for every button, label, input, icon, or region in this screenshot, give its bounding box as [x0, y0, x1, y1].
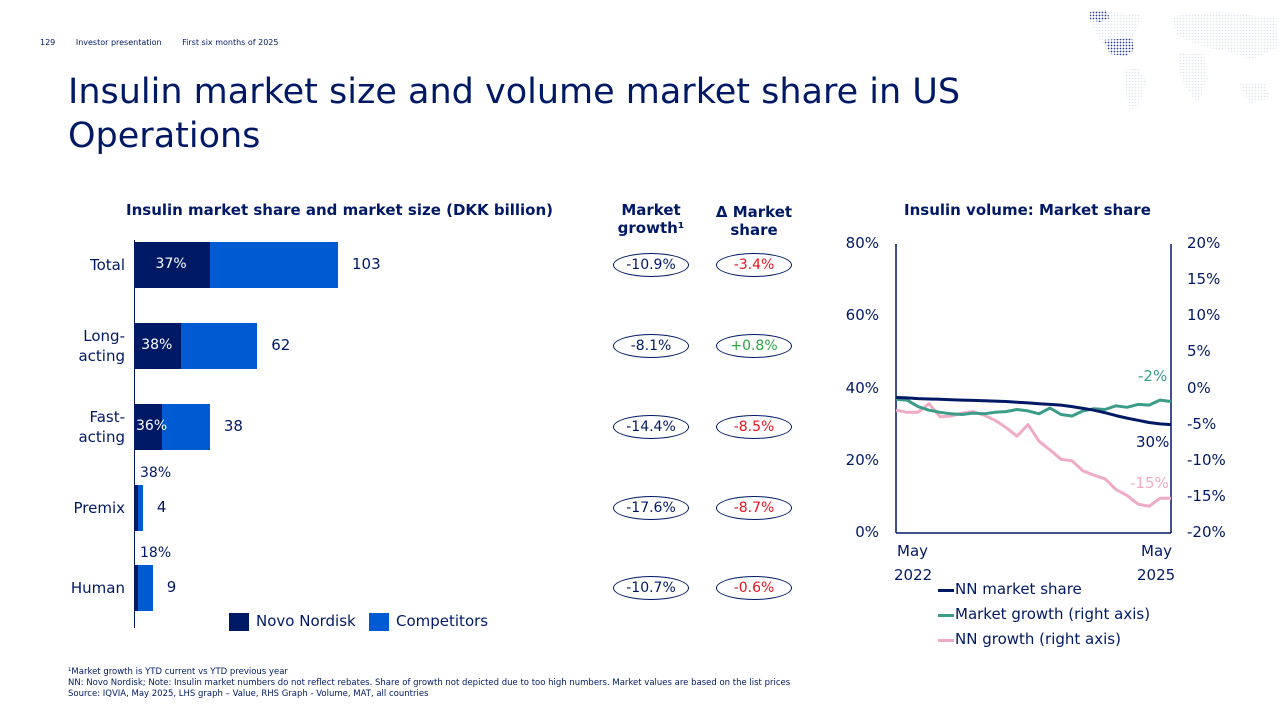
market-share-change-value-fast-acting: -8.5%: [716, 415, 792, 439]
legend-line-nn-growth: [938, 639, 954, 642]
x-tick-label-start-year: 2022: [894, 566, 933, 584]
market-share-change-value-long-acting: +0.8%: [716, 334, 792, 358]
bar-novo-nordisk-premix: [135, 485, 138, 531]
left-y-tick-label: 60%: [845, 306, 879, 325]
right-y-tick-label: -10%: [1187, 450, 1226, 469]
market-growth-value-premix: -17.6%: [613, 496, 689, 520]
x-tick-label-start-month: May: [897, 542, 929, 560]
category-label-human: Human: [70, 579, 125, 597]
left-chart-title: Insulin market share and market size (DK…: [126, 201, 554, 219]
market-growth-value-fast-acting: -14.4%: [613, 415, 689, 439]
bar-competitors-human: [138, 565, 153, 611]
legend-label-market-growth: Market growth (right axis): [955, 605, 1151, 623]
market-size-label-premix: 4: [156, 498, 167, 516]
bar-chart-axis: [134, 240, 135, 628]
right-chart-title: Insulin volume: Market share: [904, 201, 1151, 219]
world-map-graphic: [1088, 10, 1278, 112]
right-y-tick-label: 20%: [1187, 234, 1221, 252]
end-label-market-growth: -2%: [1138, 367, 1168, 385]
left-y-tick-label: 0%: [855, 523, 879, 541]
line-series-nn-market-share: [895, 396, 1172, 427]
footnote-1: ¹Market growth is YTD current vs YTD pre…: [68, 667, 288, 677]
right-y-tick-label: -5%: [1187, 414, 1217, 433]
footnote-2: NN: Novo Nordisk; Note: Insulin market n…: [68, 678, 791, 688]
nn-share-label-long-acting: 38%: [141, 337, 173, 353]
legend-label-nn-market-share: NN market share: [955, 580, 1082, 598]
legend-swatch-novo-nordisk: [229, 613, 249, 631]
category-label-total: Total: [89, 256, 125, 274]
legend-label-novo-nordisk: Novo Nordisk: [256, 612, 356, 630]
period-label: First six months of 2025: [182, 38, 279, 47]
bar-novo-nordisk-total: [135, 242, 211, 288]
page-header: 129 Investor presentation First six mont…: [40, 38, 296, 47]
market-share-change-header: Δ Market share: [715, 203, 793, 239]
market-growth-header: Market growth¹: [617, 201, 685, 237]
left-y-tick-label: 80%: [845, 234, 879, 252]
bar-competitors-premix: [137, 485, 143, 531]
category-label-premix: Premix: [73, 499, 125, 517]
market-growth-value-long-acting: -8.1%: [613, 334, 689, 358]
nn-share-label-total: 37%: [155, 256, 187, 272]
page-number: 129: [40, 38, 56, 47]
bar-novo-nordisk-human: [135, 565, 139, 611]
right-y-tick-label: -20%: [1187, 523, 1226, 541]
market-share-change-value-total: -3.4%: [716, 253, 792, 277]
line-series-market-growth-right-axis: [895, 397, 1172, 418]
end-label-nn-market-share: 30%: [1136, 433, 1170, 451]
x-tick-label-end-month: May: [1141, 542, 1173, 560]
left-y-tick-label: 40%: [845, 378, 879, 397]
market-share-change-value-premix: -8.7%: [716, 496, 792, 520]
market-size-label-long-acting: 62: [271, 336, 291, 354]
right-y-tick-label: 0%: [1187, 378, 1211, 397]
legend-label-nn-growth: NN growth (right axis): [955, 630, 1121, 648]
bar-competitors-total: [210, 242, 338, 288]
market-size-label-human: 9: [166, 578, 177, 596]
nn-share-label-human: 18%: [140, 545, 172, 561]
legend-swatch-competitors: [369, 613, 389, 631]
right-y-tick-label: 10%: [1187, 306, 1221, 325]
right-y-tick-label: 15%: [1187, 270, 1221, 289]
bar-novo-nordisk-long-acting: [135, 323, 182, 369]
market-size-label-fast-acting: 38: [223, 417, 243, 435]
nn-share-label-fast-acting: 36%: [136, 418, 168, 434]
bar-competitors-long-acting: [181, 323, 258, 369]
market-growth-value-human: -10.7%: [613, 576, 689, 600]
category-label-fast-acting: Fast-acting: [78, 408, 125, 446]
end-label-nn-growth: -15%: [1130, 474, 1169, 492]
bar-novo-nordisk-fast-acting: [135, 404, 162, 450]
right-y-tick-label: -15%: [1187, 486, 1226, 505]
left-y-tick-label: 20%: [845, 450, 879, 469]
market-growth-value-total: -10.9%: [613, 253, 689, 277]
nn-share-label-premix: 38%: [140, 465, 172, 481]
market-size-label-total: 103: [352, 255, 381, 273]
legend-label-competitors: Competitors: [396, 612, 489, 630]
footnote-3: Source: IQVIA, May 2025, LHS graph – Val…: [68, 689, 429, 699]
right-y-tick-label: 5%: [1187, 342, 1211, 361]
slide-title: Insulin market size and volume market sh…: [68, 72, 961, 156]
bar-competitors-fast-acting: [161, 404, 210, 450]
deck-name: Investor presentation: [75, 38, 162, 47]
category-label-long-acting: Long-acting: [78, 327, 125, 365]
market-share-change-value-human: -0.6%: [716, 576, 792, 600]
legend-line-market-growth: [938, 614, 954, 617]
legend-line-nn-market-share: [938, 589, 954, 592]
x-tick-label-end-year: 2025: [1137, 566, 1176, 584]
